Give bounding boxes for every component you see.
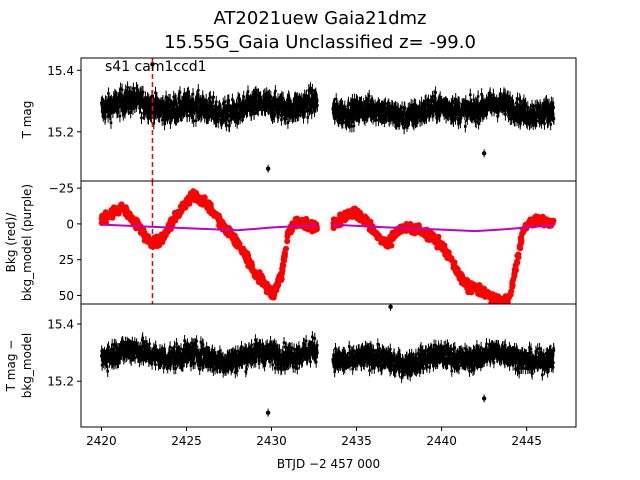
series-top-points — [100, 60, 556, 173]
ytick-label-middle: −25 — [49, 182, 74, 196]
bkg-model-line-1 — [101, 223, 318, 232]
chart-title-line1: AT2021uew Gaia21dmz — [213, 8, 427, 29]
outlier-point — [150, 61, 155, 67]
ytick-label-middle: 0 — [66, 217, 74, 231]
ylabel-bottom: bkg_model — [20, 333, 34, 399]
chart-title-line2: 15.55G_Gaia Unclassified z= -99.0 — [164, 32, 476, 53]
panel-frame-bottom — [80, 303, 577, 428]
outlier-point — [265, 410, 271, 415]
ylabel-middle: bkg_model (purple) — [20, 184, 34, 301]
xtick-label: 2420 — [86, 434, 117, 448]
data-points-segment — [331, 342, 556, 379]
ylabel-top: T mag — [20, 101, 34, 140]
xtick-label: 2435 — [341, 434, 372, 448]
outlier-point — [265, 166, 271, 171]
ylabel-middle: Bkg (red)/ — [4, 212, 18, 273]
ytick-label-top: 15.2 — [47, 125, 74, 139]
panel-frame-top — [80, 57, 577, 182]
xtick-label: 2440 — [426, 434, 457, 448]
data-points-segment — [100, 335, 319, 374]
outlier-point — [388, 304, 393, 310]
xtick-label: 2430 — [256, 434, 287, 448]
outlier-point — [481, 151, 487, 156]
series-bkg-points — [98, 188, 557, 304]
xlabel: BTJD −2 457 000 — [277, 457, 380, 471]
xtick-label: 2445 — [511, 434, 542, 448]
bkg-dots — [98, 188, 557, 304]
data-points-segment — [331, 91, 556, 130]
ytick-label-middle: 25 — [59, 253, 74, 267]
data-points-segment — [100, 86, 319, 128]
ytick-label-bottom: 15.4 — [47, 318, 74, 332]
xtick-label: 2425 — [171, 434, 202, 448]
outlier-point — [481, 396, 487, 401]
ylabel-bottom: T mag − — [4, 340, 18, 393]
ytick-label-middle: 50 — [59, 289, 74, 303]
bkg-model-line-2 — [332, 223, 554, 233]
panel-annotation: s41 cam1ccd1 — [105, 59, 207, 75]
ytick-label-top: 15.4 — [47, 64, 74, 78]
ytick-label-bottom: 15.2 — [47, 375, 74, 389]
series-bottom-points — [100, 304, 556, 417]
